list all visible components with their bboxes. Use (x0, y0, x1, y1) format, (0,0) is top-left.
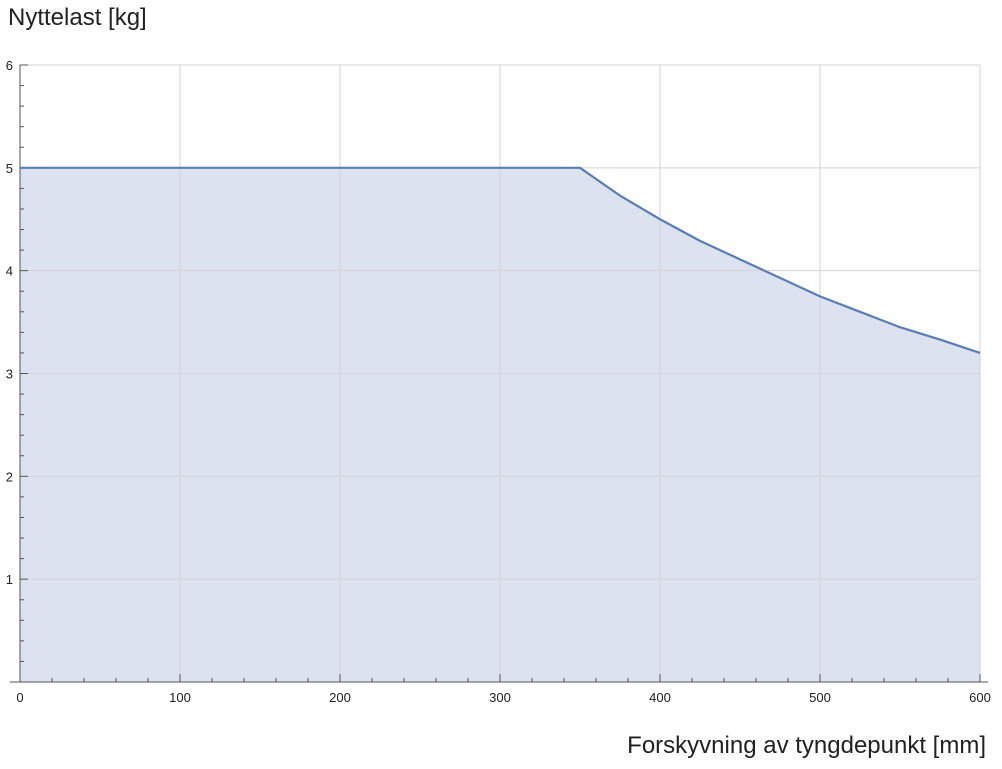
data-point (979, 352, 981, 354)
x-axis-title: Forskyvning av tyngdepunkt [mm] (627, 732, 986, 759)
x-tick-label: 400 (649, 690, 671, 705)
data-point (819, 295, 821, 297)
y-tick-label: 5 (6, 161, 13, 176)
data-point (779, 277, 781, 279)
y-tick-label: 4 (6, 264, 13, 279)
data-point (859, 311, 861, 313)
y-tick-label: 2 (6, 469, 13, 484)
x-tick-label: 300 (489, 690, 511, 705)
data-point (579, 167, 581, 169)
x-tick-label: 600 (969, 690, 991, 705)
y-tick-label: 1 (6, 572, 13, 587)
x-tick-label: 500 (809, 690, 831, 705)
x-tick-label: 100 (169, 690, 191, 705)
x-tick-label: 200 (329, 690, 351, 705)
data-point (619, 195, 621, 197)
data-point (899, 326, 901, 328)
data-point (739, 258, 741, 260)
data-point (939, 339, 941, 341)
data-point (699, 240, 701, 242)
data-point (659, 218, 661, 220)
data-point (19, 167, 21, 169)
y-tick-label: 3 (6, 367, 13, 382)
y-tick-label: 6 (6, 58, 13, 73)
x-tick-label: 0 (16, 690, 23, 705)
series-line (20, 166, 981, 354)
y-axis-title: Nyttelast [kg] (8, 4, 147, 31)
